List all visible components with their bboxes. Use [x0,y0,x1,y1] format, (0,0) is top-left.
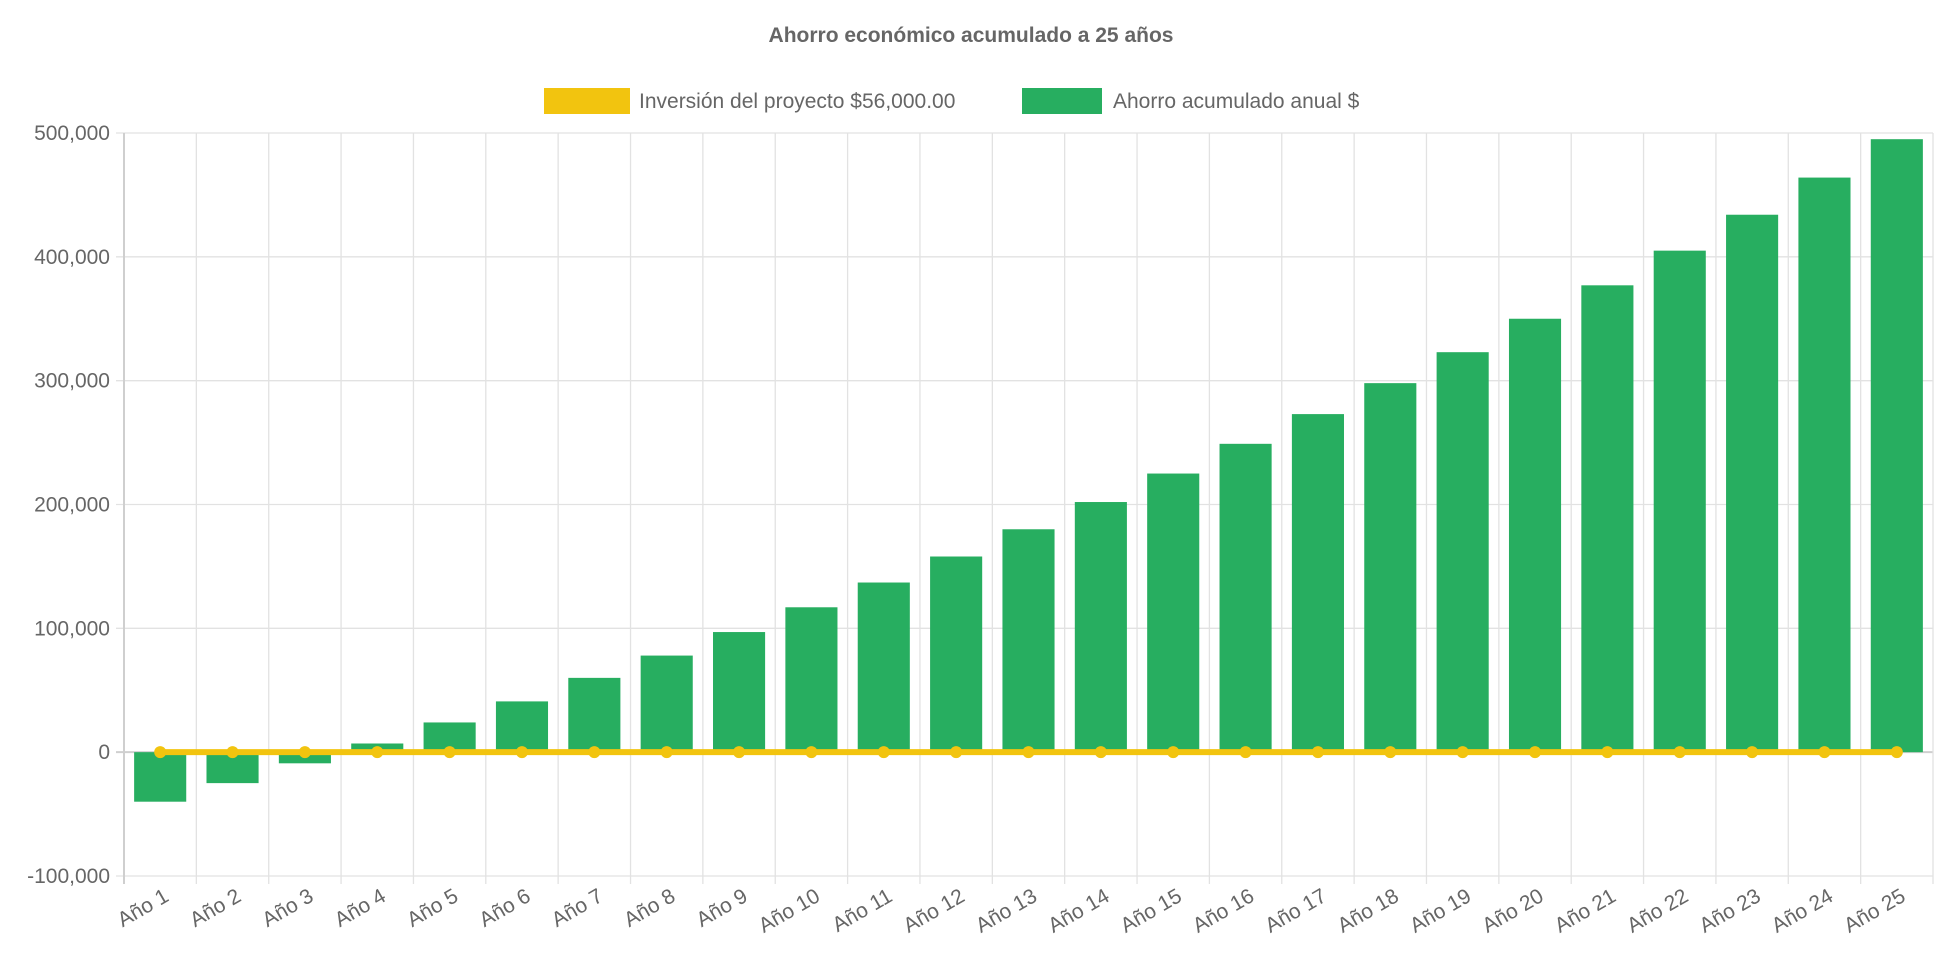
investment-point [1167,746,1180,759]
x-tick-label: Año 7 [548,884,607,931]
y-tick-label: 300,000 [34,370,110,393]
investment-point [1022,746,1035,759]
investment-point [1818,746,1831,759]
investment-point [877,746,890,759]
investment-point [154,746,167,759]
x-tick-label: Año 8 [620,884,679,931]
bar-Año-23 [1726,214,1779,753]
legend: Inversión del proyecto $56,000.00 Ahorro… [544,88,1360,114]
investment-point [1384,746,1397,759]
investment-point [588,746,601,759]
investment-point [515,746,528,759]
bar-Año-19 [1436,352,1489,753]
investment-point [1673,746,1686,759]
x-tick-label: Año 15 [1117,884,1186,937]
investment-point [1456,746,1469,759]
x-tick-label: Año 6 [475,884,534,931]
y-tick-label: -100,000 [27,865,110,888]
x-tick-label: Año 17 [1261,884,1330,937]
bar-Año-1 [134,752,187,802]
investment-point [226,746,239,759]
chart-title: Ahorro económico acumulado a 25 años [769,24,1174,47]
y-tick-label: 500,000 [34,122,110,145]
y-tick-label: 0 [98,741,110,764]
x-tick-label: Año 16 [1189,884,1258,937]
x-tick-label: Año 5 [403,884,462,931]
x-tick-label: Año 4 [331,884,390,932]
investment-point [1094,746,1107,759]
investment-point [733,746,746,759]
bar-Año-18 [1364,383,1417,753]
x-tick-label: Año 3 [258,884,317,931]
bar-Año-17 [1291,414,1344,753]
x-tick-label: Año 11 [828,884,896,936]
y-tick-label: 200,000 [34,494,110,517]
x-tick-label: Año 14 [1044,884,1113,937]
bar-Año-14 [1074,502,1127,753]
y-tick-label: 400,000 [34,246,110,269]
x-tick-label: Año 10 [755,884,824,937]
legend-label-line[interactable]: Inversión del proyecto $56,000.00 [639,90,955,113]
bar-Año-20 [1508,318,1562,753]
bar-Año-22 [1653,250,1706,753]
x-tick-label: Año 24 [1768,884,1837,937]
x-tick-label: Año 2 [186,884,245,931]
investment-point [805,746,818,759]
x-tick-label: Año 1 [114,884,173,931]
investment-point [298,746,311,759]
x-tick-label: Año 12 [899,884,968,937]
x-tick-label: Año 13 [972,884,1041,937]
x-tick-label: Año 22 [1623,884,1692,937]
investment-point [1890,746,1903,759]
x-tick-label: Año 19 [1406,884,1475,937]
investment-point [371,746,384,759]
y-tick-label: 100,000 [34,617,110,640]
investment-point [443,746,456,759]
bar-Año-21 [1581,285,1634,753]
bar-Año-25 [1870,139,1923,753]
x-tick-label: Año 25 [1840,884,1909,937]
investment-point [1529,746,1542,759]
bar-Año-24 [1798,177,1851,753]
x-tick-label: Año 23 [1695,884,1764,937]
legend-swatch-bar [1022,88,1102,114]
bar-Año-12 [930,556,983,753]
x-tick-label: Año 9 [693,884,752,931]
bar-Año-16 [1219,443,1272,753]
x-tick-label: Año 20 [1478,884,1547,937]
investment-point [660,746,673,759]
investment-point [1311,746,1324,759]
investment-point [950,746,963,759]
legend-label-bar[interactable]: Ahorro acumulado anual $ [1113,90,1360,113]
legend-swatch-line [544,88,630,114]
investment-point [1601,746,1614,759]
bar-Año-15 [1147,473,1200,753]
investment-point [1746,746,1759,759]
x-tick-label: Año 21 [1551,884,1620,937]
bar-Año-13 [1002,529,1055,753]
bar-Año-10 [785,607,838,753]
x-tick-label: Año 18 [1334,884,1403,937]
investment-point [1239,746,1252,759]
bar-Año-9 [713,632,766,753]
bar-Año-7 [568,677,621,753]
bar-Año-11 [857,582,910,753]
bar-Año-8 [640,655,693,753]
bar-Año-6 [495,701,549,753]
